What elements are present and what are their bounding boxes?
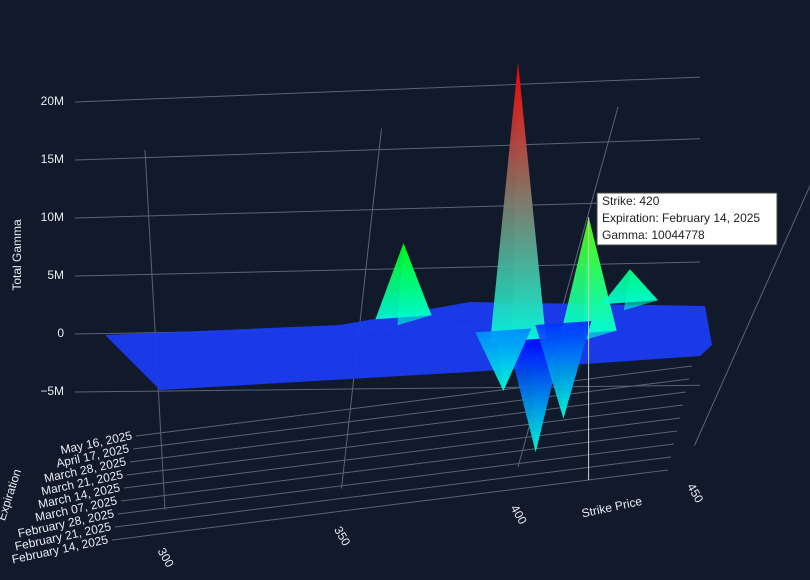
grid-line [74, 384, 701, 393]
grid-line [120, 430, 678, 502]
grid-line [74, 138, 701, 161]
grid-line [123, 417, 681, 489]
z-tick-label: 5M [47, 268, 64, 282]
grid-line [144, 149, 166, 511]
z-axis-title: Total Gamma [10, 219, 24, 291]
grid-line [117, 443, 675, 515]
grid-line [74, 199, 701, 219]
hover-tooltip: Strike: 420 Expiration: February 14, 2025… [588, 192, 778, 480]
grid-line [341, 128, 382, 489]
grid-line [694, 184, 810, 446]
grid-line [132, 378, 690, 450]
grid-line [111, 469, 669, 541]
tooltip-box [596, 192, 778, 246]
z-tick-label: 20M [41, 94, 64, 108]
peak-face [623, 269, 658, 311]
surface-peaks [375, 62, 658, 453]
grid-line [129, 391, 687, 463]
peak-face [397, 243, 432, 326]
peak-face [557, 321, 592, 419]
tooltip-line: Expiration: February 14, 2025 [602, 211, 760, 225]
z-tick-label: 0 [57, 326, 64, 340]
z-tick-label: 15M [41, 152, 64, 166]
peak-face [497, 328, 532, 391]
tooltip-line: Gamma: 10044778 [602, 228, 705, 242]
grid-line [74, 76, 701, 103]
peak-face [512, 62, 546, 350]
z-tick-label: −5M [40, 384, 64, 398]
tooltip-line: Strike: 420 [602, 194, 660, 208]
grid-line [114, 456, 672, 528]
grid-line [135, 365, 693, 437]
z-tick-label: 10M [41, 210, 64, 224]
peak-face [582, 217, 617, 341]
grid-line [126, 404, 684, 476]
